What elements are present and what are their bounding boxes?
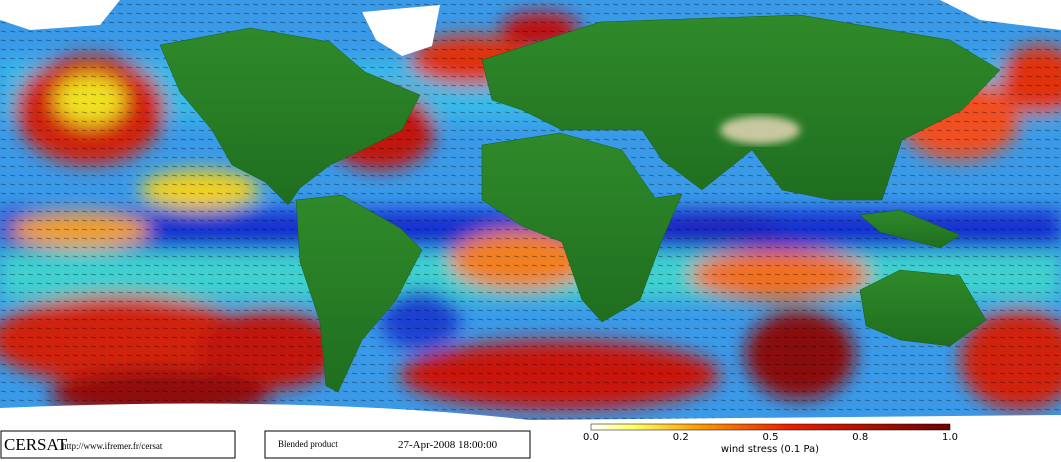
plateau [720,116,800,144]
colorbar-tick-label: 0.0 [583,432,599,443]
colorbar-tick-label: 1.0 [942,432,958,443]
colorbar-ticks: 0.0 0.2 0.5 0.8 1.0 [583,432,958,443]
landmasses [159,14,1001,393]
colorbar [590,423,951,431]
arctic-ice [940,0,1061,30]
logo-box [0,430,236,459]
colorbar-label: wind stress (0.1 Pa) [721,444,819,455]
colorbar-tick-label: 0.2 [673,432,689,443]
url: http://www.ifremer.fr/cersat [62,441,163,451]
arctic-ice [0,0,120,30]
logo: CERSAT [4,435,68,454]
colorbar-tick-label: 0.8 [852,432,868,443]
product: Blended product [278,439,338,449]
timestamp: 27-Apr-2008 18:00:00 [398,439,498,451]
greenland-ice [362,5,440,56]
colorbar-tick-label: 0.5 [763,432,779,443]
product-box [264,430,531,459]
